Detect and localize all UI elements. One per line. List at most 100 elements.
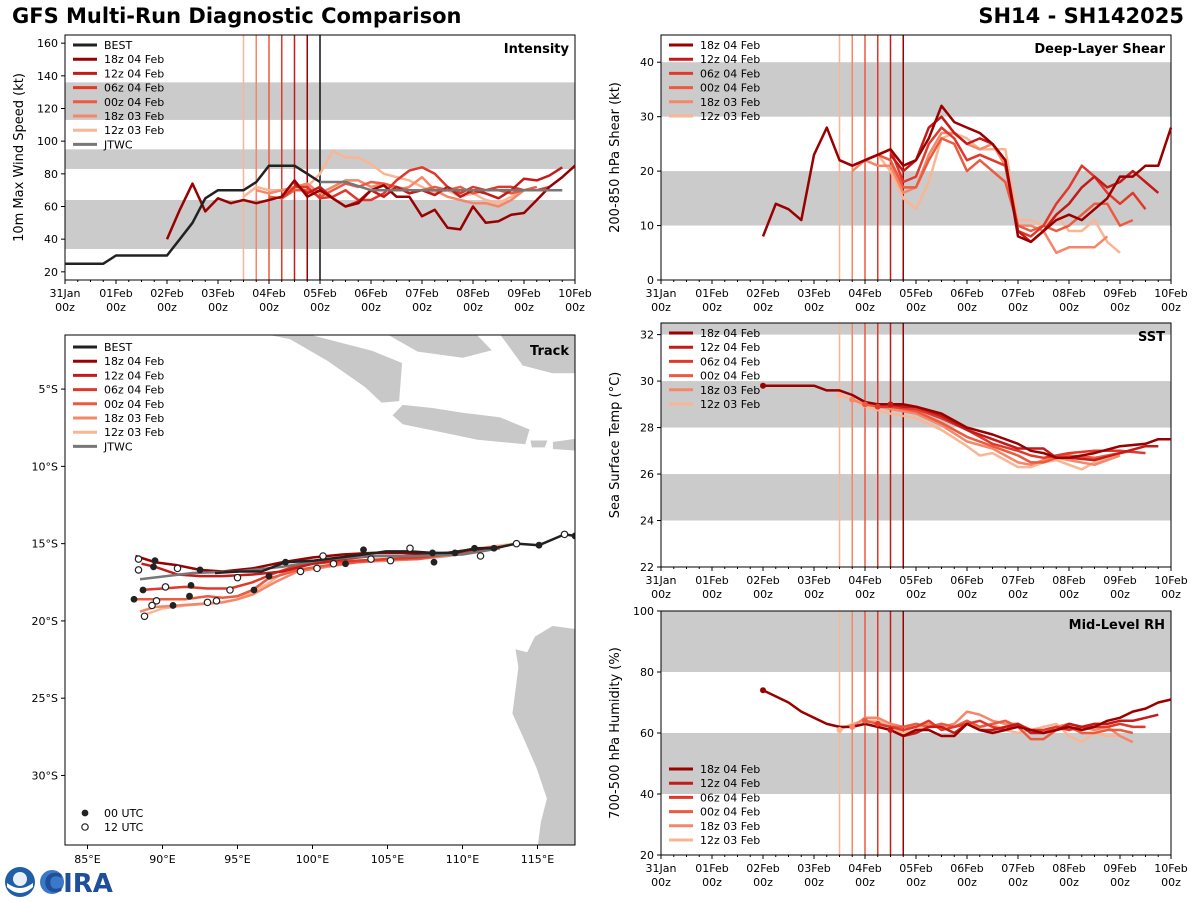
marker-12utc: [233, 573, 242, 582]
legend-label: 18z 03 Feb: [104, 110, 164, 123]
x-tick-label: 10Feb: [1154, 574, 1187, 587]
x-tick-label: 00z: [906, 876, 926, 889]
x-tick-label: 06Feb: [950, 862, 983, 875]
x-tick-label: 05Feb: [899, 574, 932, 587]
marker-00utc: [151, 557, 159, 565]
series-line: [762, 689, 1172, 738]
y-tick-label: 20°S: [32, 615, 58, 628]
y-tick-label: 120: [37, 103, 58, 116]
x-tick-label: 01Feb: [695, 287, 728, 300]
legend-label: JTWC: [103, 440, 133, 453]
y-tick-label: 40: [640, 788, 654, 801]
y-tick-label: 60: [640, 727, 654, 740]
x-tick-label: 02Feb: [746, 574, 779, 587]
x-tick-label: 00z: [310, 301, 330, 314]
land-shape: [511, 625, 575, 845]
y-tick-label: 30: [640, 111, 654, 124]
best-track-line: [65, 164, 321, 265]
marker-12utc: [152, 597, 161, 605]
x-tick-label: 90°E: [149, 853, 175, 866]
shaded-band: [661, 323, 1171, 335]
x-tick-label: 00z: [1059, 301, 1079, 314]
x-tick-label: 10Feb: [1154, 287, 1187, 300]
x-tick-label: 95°E: [224, 853, 250, 866]
legend-label: 12z 03 Feb: [700, 110, 760, 123]
x-tick-label: 07Feb: [1001, 574, 1034, 587]
x-tick-label: 00z: [1110, 301, 1130, 314]
x-tick-label: 00z: [957, 301, 977, 314]
legend-label: 12z 03 Feb: [700, 398, 760, 411]
marker-00utc: [429, 549, 436, 557]
x-tick-label: 115°E: [521, 853, 554, 866]
marker-00utc: [282, 558, 289, 566]
panel-shear: 31Jan00z01Feb00z02Feb00z03Feb00z04Feb00z…: [608, 34, 1188, 314]
legend-label: 00z 04 Feb: [700, 82, 760, 95]
x-tick-label: 00z: [208, 301, 228, 314]
marker-00utc: [342, 560, 349, 568]
shaded-band: [661, 611, 1171, 672]
legend-label: JTWC: [103, 138, 133, 151]
marker-12utc: [386, 556, 395, 565]
plot-frame: [64, 334, 576, 846]
legend-label: 18z 03 Feb: [104, 412, 164, 425]
x-tick-label: 00z: [804, 301, 824, 314]
land-shape: [499, 335, 575, 375]
marker-00utc: [196, 566, 204, 574]
y-tick-label: 25°S: [32, 692, 58, 705]
y-tick-label: 0: [647, 274, 654, 287]
series-line: [761, 104, 1173, 244]
x-tick-label: 00z: [957, 588, 977, 601]
x-tick-label: 04Feb: [848, 574, 881, 587]
y-axis-label: 10m Max Wind Speed (kt): [12, 73, 27, 242]
land-shape: [529, 439, 549, 449]
marker-12utc: [367, 555, 375, 563]
marker-00utc: [451, 549, 459, 557]
panel-track: 85°E 90°E 95°E 100°E 105°E 110°E 115°E 5°S 10°S 1…: [32, 334, 576, 866]
x-tick-label: 08Feb: [1052, 862, 1085, 875]
x-tick-label: 00z: [753, 301, 773, 314]
legend-label: 18z 03 Feb: [700, 384, 760, 397]
x-tick-label: 01Feb: [695, 862, 728, 875]
run-start-dot: [836, 392, 843, 399]
series-line: [877, 405, 1146, 460]
x-tick-label: 09Feb: [1103, 574, 1136, 587]
panel-intensity: 31Jan00z01Feb00z02Feb00z03Feb00z04Feb00z…: [12, 34, 592, 314]
y-tick-label: 5°S: [39, 383, 58, 396]
x-tick-label: 00z: [1110, 876, 1130, 889]
x-tick-label: 00z: [1059, 876, 1079, 889]
legend-label: 00 UTC: [104, 807, 144, 820]
x-tick-label: 00z: [753, 876, 773, 889]
legend-label: BEST: [104, 39, 132, 52]
run-start-dot: [849, 723, 856, 730]
x-tick-label: 09Feb: [1103, 287, 1136, 300]
marker-00utc: [150, 563, 157, 571]
marker-12utc: [140, 612, 149, 621]
legend-label: 06z 04 Feb: [104, 82, 164, 95]
legend-label: 12z 04 Feb: [104, 67, 164, 80]
legend-label: 12 UTC: [104, 821, 144, 834]
marker-00utc: [360, 546, 367, 554]
y-tick-label: 20: [44, 266, 58, 279]
x-tick-label: 06Feb: [354, 287, 387, 300]
series-line: [864, 137, 1134, 233]
marker-00utc: [169, 602, 177, 609]
marker-12utc: [173, 564, 182, 573]
x-tick-label: 02Feb: [150, 287, 183, 300]
series-line: [851, 398, 1121, 467]
marker-12utc: [148, 601, 156, 610]
panel-title: Deep-Layer Shear: [1034, 42, 1165, 57]
run-start-dot: [836, 726, 843, 733]
x-tick-label: 08Feb: [1052, 287, 1085, 300]
legend-label: 06z 04 Feb: [104, 384, 164, 397]
x-tick-label: 04Feb: [848, 862, 881, 875]
marker-00utc: [130, 595, 138, 603]
legend-label: 18z 04 Feb: [700, 39, 760, 52]
x-tick-label: 00z: [651, 876, 671, 889]
marker-00utc: [571, 532, 575, 540]
y-axis-label: 200-850 hPa Shear (kt): [608, 82, 623, 233]
marker-00utc: [265, 572, 273, 580]
x-tick-label: 06Feb: [950, 287, 983, 300]
y-tick-label: 30°S: [32, 769, 58, 782]
jtwc-line: [320, 180, 563, 192]
legend-label: 18z 04 Feb: [104, 53, 164, 66]
